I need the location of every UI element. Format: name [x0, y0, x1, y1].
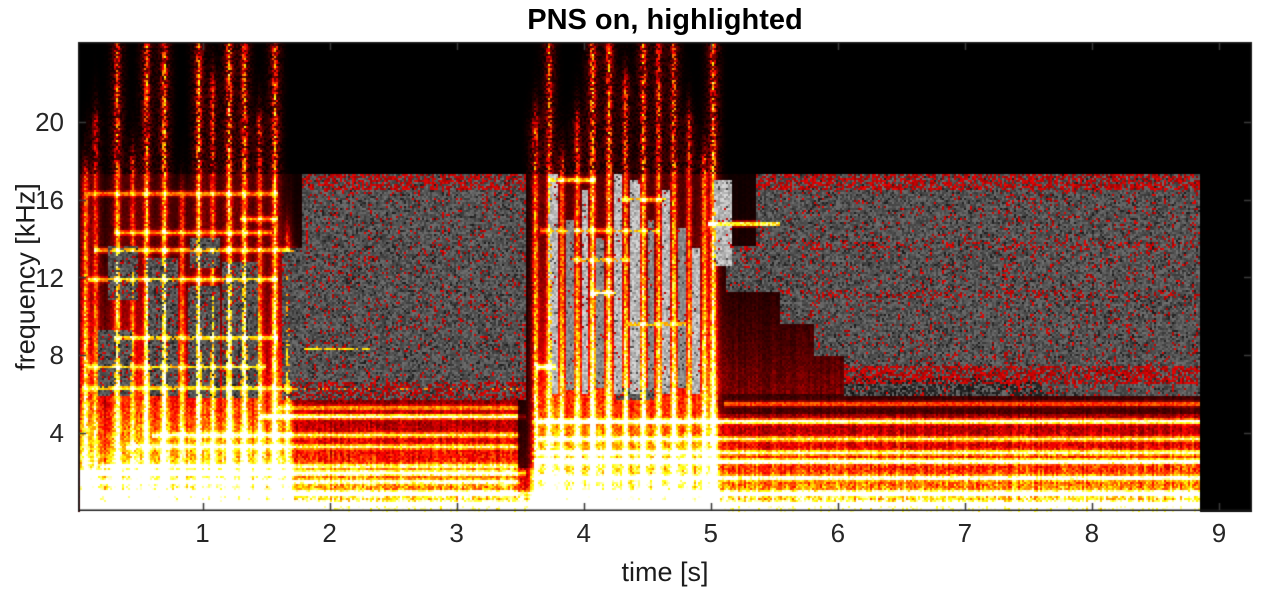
x-axis-label: time [s] [621, 557, 709, 587]
y-tick-label: 4 [49, 418, 64, 449]
x-tick-label: 8 [1084, 518, 1100, 548]
x-tick-label: 2 [322, 518, 337, 548]
x-tick-label: 9 [1211, 518, 1227, 548]
x-tick-label: 4 [576, 518, 591, 548]
y-tick-label: 8 [49, 340, 64, 371]
x-tick-label: 3 [449, 518, 464, 548]
x-tick-label: 6 [830, 518, 846, 548]
x-tick-label: 1 [195, 518, 210, 548]
x-tick-label: 5 [703, 518, 718, 548]
x-tick-label: 7 [957, 518, 973, 548]
y-tick-label: 20 [35, 106, 64, 137]
y-tick-label: 16 [35, 184, 64, 215]
y-tick-label: 12 [35, 262, 64, 293]
chart-title: PNS on, highlighted [527, 4, 803, 36]
